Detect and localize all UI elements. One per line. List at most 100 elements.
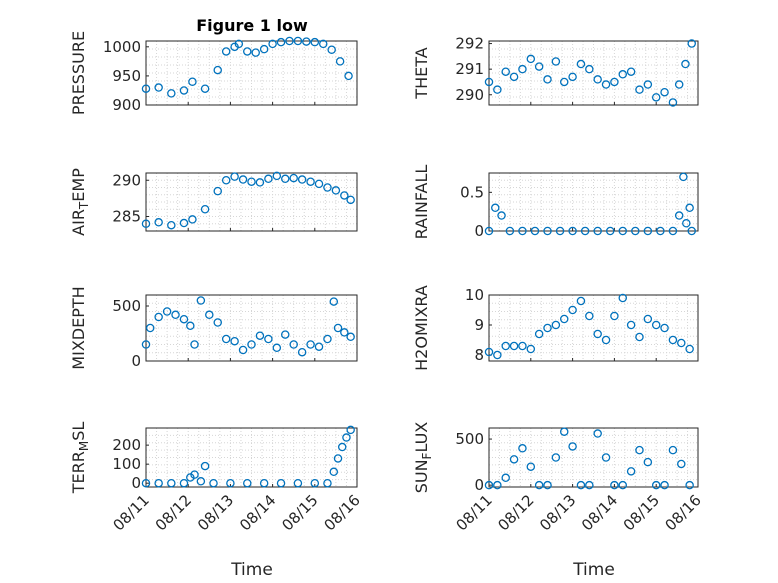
data-point xyxy=(329,467,339,477)
data-point xyxy=(497,211,506,220)
data-point xyxy=(306,340,315,349)
axes-box xyxy=(145,427,358,488)
y-axis-label: H2OMIXRA xyxy=(412,285,431,371)
data-point xyxy=(196,296,206,305)
subplot-theta: 290 291 292 THETA xyxy=(412,35,699,107)
data-point xyxy=(585,311,594,321)
data-point xyxy=(335,57,345,66)
data-point xyxy=(310,37,320,47)
data-point xyxy=(660,480,669,490)
data-point xyxy=(276,478,286,488)
data-point xyxy=(186,321,195,331)
data-point xyxy=(230,42,239,52)
data-point xyxy=(141,219,151,228)
data-point xyxy=(272,171,282,181)
y-axis-label: AIRTEMP xyxy=(69,168,91,236)
data-point xyxy=(200,461,210,471)
data-point xyxy=(323,478,332,488)
data-point xyxy=(196,477,206,486)
y-axis-label: MIXDEPTH xyxy=(69,286,88,369)
data-point xyxy=(610,77,619,87)
data-point xyxy=(340,328,349,337)
data-point xyxy=(213,318,222,327)
data-point xyxy=(551,320,561,330)
data-point xyxy=(188,215,197,224)
data-point xyxy=(585,480,594,490)
data-point xyxy=(484,480,494,490)
data-point xyxy=(329,297,339,306)
data-point xyxy=(668,98,678,107)
data-point xyxy=(167,478,176,488)
data-point xyxy=(243,47,252,56)
data-point xyxy=(297,175,307,184)
data-point xyxy=(154,312,163,322)
data-point xyxy=(346,425,355,435)
x-tick-label: 08/16 xyxy=(662,491,705,534)
figure-title: Figure 1 low xyxy=(196,16,308,35)
data-point xyxy=(213,65,222,75)
data-point xyxy=(530,226,540,236)
y-tick-label: 10 xyxy=(465,286,484,304)
data-point xyxy=(643,226,653,236)
data-point xyxy=(484,77,494,87)
data-point xyxy=(626,320,636,330)
y-tick-label: 290 xyxy=(112,171,141,189)
data-point xyxy=(685,480,694,490)
data-point xyxy=(677,338,686,348)
y-tick-label: 0.5 xyxy=(460,183,484,201)
data-point xyxy=(200,84,210,93)
subplot-air-temp: 285 290 AIRTEMP xyxy=(69,168,358,236)
data-point xyxy=(484,347,494,357)
data-point xyxy=(501,341,510,351)
data-point xyxy=(568,226,577,236)
data-point xyxy=(543,323,552,333)
data-point xyxy=(272,343,282,353)
data-point xyxy=(643,314,653,324)
axes-box xyxy=(145,40,358,106)
data-point xyxy=(682,219,691,228)
data-point xyxy=(668,226,678,236)
x-tick-label: 08/15 xyxy=(278,491,321,534)
data-point xyxy=(568,305,577,315)
y-tick-label: 0 xyxy=(474,476,484,494)
data-point xyxy=(635,332,644,342)
data-point xyxy=(167,89,176,98)
data-point xyxy=(593,75,602,84)
y-tick-label: 8 xyxy=(474,346,484,364)
y-tick-label: 292 xyxy=(455,35,484,53)
data-point xyxy=(484,226,494,236)
data-point xyxy=(651,480,661,490)
data-point xyxy=(314,342,324,351)
x-tick-label: 08/13 xyxy=(194,491,237,534)
data-point xyxy=(190,470,199,479)
data-point xyxy=(186,473,195,482)
data-point xyxy=(289,340,298,349)
x-tick-label: 08/16 xyxy=(321,491,364,534)
data-point xyxy=(251,48,260,57)
data-point xyxy=(601,453,611,462)
data-point xyxy=(674,80,684,89)
data-point xyxy=(190,340,199,349)
data-point xyxy=(255,331,265,340)
axes-box xyxy=(145,172,358,232)
x-axis-label-right: Time xyxy=(572,560,615,580)
data-point xyxy=(660,323,669,333)
data-point xyxy=(493,480,502,490)
y-tick-label: 291 xyxy=(455,60,484,78)
data-point xyxy=(327,45,336,54)
data-point xyxy=(618,226,628,236)
data-point xyxy=(580,226,590,236)
data-point xyxy=(610,311,619,321)
data-point xyxy=(346,332,355,342)
y-axis-label: SUNFLUX xyxy=(412,422,434,494)
data-point xyxy=(656,226,665,236)
y-tick-label: 200 xyxy=(112,436,141,454)
y-axis-label: TERRMSL xyxy=(69,422,91,495)
data-point xyxy=(568,72,577,82)
data-point xyxy=(293,478,303,488)
data-point xyxy=(255,178,265,187)
data-point xyxy=(141,84,151,93)
subplot-pressure: 900 950 1000 PRESSURE xyxy=(69,31,358,115)
